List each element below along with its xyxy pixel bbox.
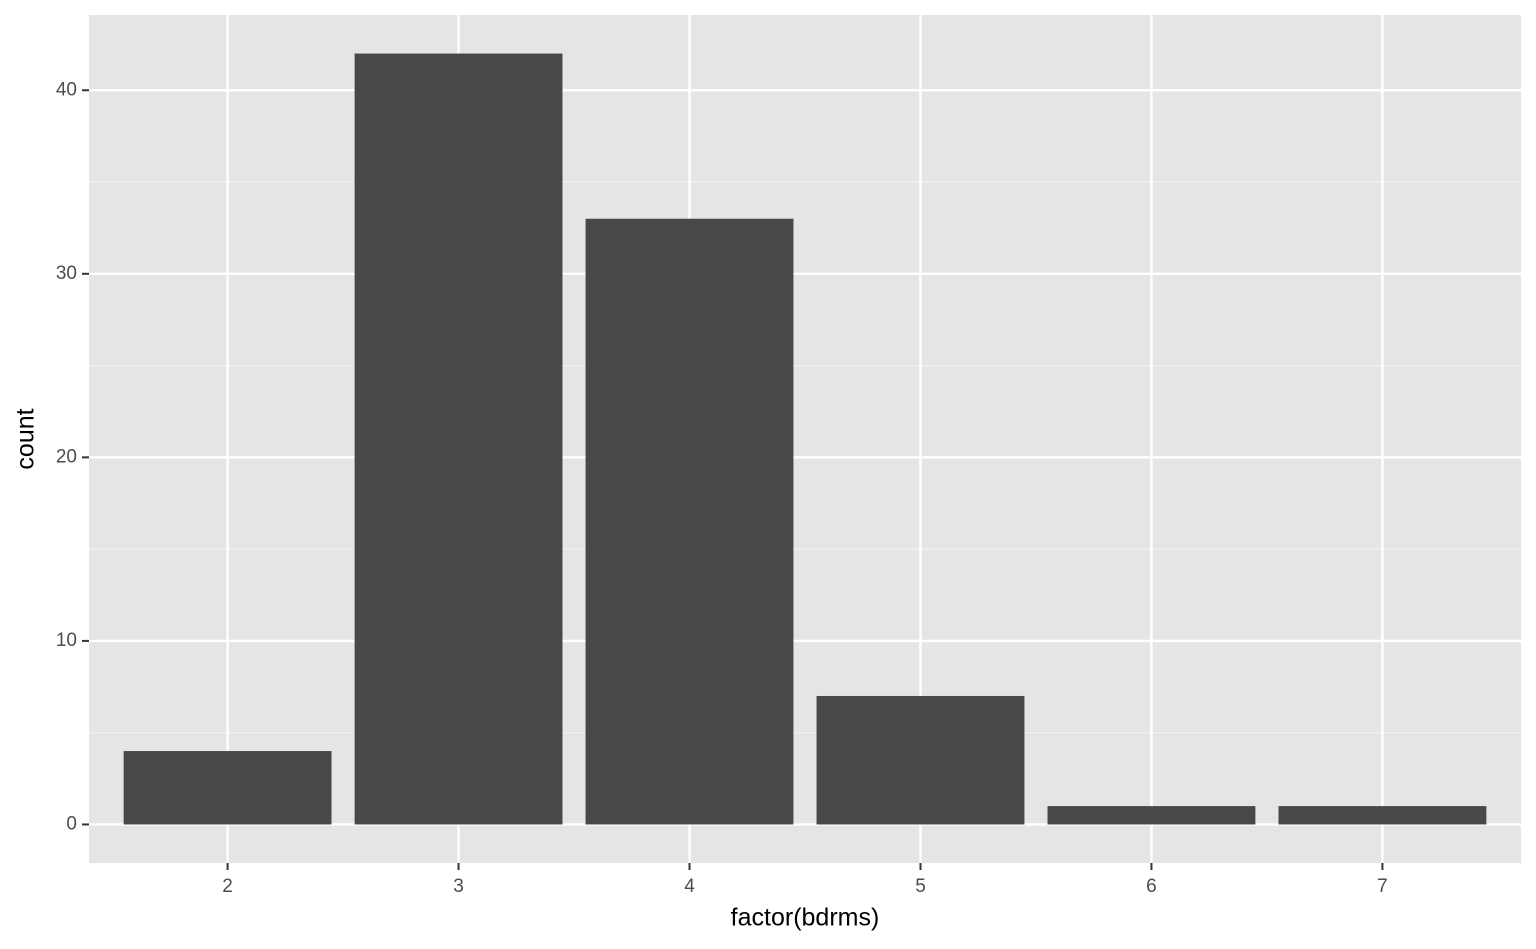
y-tick-label: 20 <box>56 446 77 467</box>
bar <box>585 218 794 825</box>
x-tick-label: 5 <box>915 876 926 897</box>
x-tick-label: 6 <box>1146 876 1157 897</box>
bar <box>816 695 1025 825</box>
y-axis-label: count <box>12 408 40 469</box>
bar <box>123 751 332 825</box>
y-tick-label: 0 <box>66 813 77 834</box>
x-tick-label: 2 <box>222 876 233 897</box>
x-tick-label: 4 <box>684 876 695 897</box>
bar <box>1278 806 1487 825</box>
y-tick-label: 10 <box>56 630 77 651</box>
y-tick-label: 40 <box>56 79 77 100</box>
x-tick-label: 7 <box>1377 876 1388 897</box>
y-tick-label: 30 <box>56 263 77 284</box>
axes: 0 10 20 30 40 2 3 4 5 6 7 <box>56 79 1388 897</box>
x-tick-label: 3 <box>453 876 464 897</box>
x-axis-label: factor(bdrms) <box>731 904 880 932</box>
bar <box>354 53 563 825</box>
bar <box>1047 806 1256 825</box>
bars <box>123 53 1487 825</box>
plot-panel <box>89 15 1521 863</box>
